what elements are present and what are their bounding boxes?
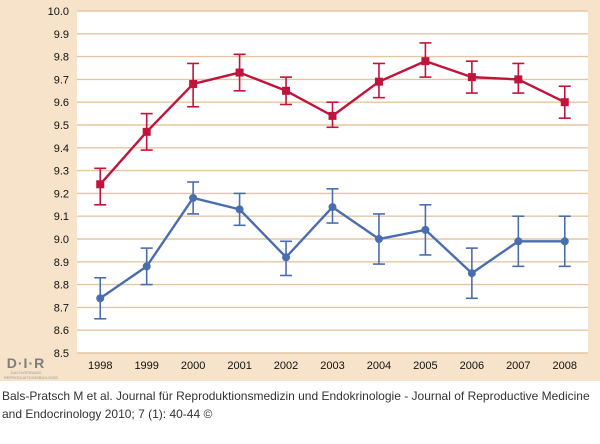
- series-1: [94, 42, 571, 206]
- data-point: [142, 262, 151, 271]
- data-point: [514, 237, 523, 246]
- data-point: [560, 98, 569, 107]
- dir-logo: D·I·R DACHVERBAND REPRODUKTIONSBIOLOGIE: [4, 355, 59, 380]
- data-point: [235, 68, 244, 77]
- plot-area: [77, 11, 588, 353]
- y-tick-label: 8.5: [54, 348, 69, 360]
- x-tick-label: 2000: [181, 360, 205, 372]
- x-tick-label: 1999: [134, 360, 158, 372]
- data-point: [514, 75, 523, 84]
- data-point: [235, 205, 244, 214]
- y-tick-label: 9.2: [54, 188, 69, 200]
- y-tick-label: 9.9: [54, 29, 69, 41]
- y-tick-label: 9.3: [54, 166, 69, 178]
- caption-line-2: and Endocrinology 2010; 7 (1): 40-44 ©: [2, 407, 213, 421]
- y-tick-label: 9.7: [54, 74, 69, 86]
- x-tick-label: 2004: [367, 360, 391, 372]
- data-point: [467, 269, 476, 278]
- y-tick-label: 9.5: [54, 120, 69, 132]
- caption-line-1: Bals-Pratsch M et al. Journal für Reprod…: [2, 389, 590, 403]
- x-tick-label: 2003: [320, 360, 344, 372]
- x-tick-label: 2006: [460, 360, 484, 372]
- series-2: [94, 181, 571, 320]
- x-tick-label: 2008: [553, 360, 577, 372]
- citation-caption: Bals-Pratsch M et al. Journal für Reprod…: [2, 387, 598, 423]
- data-point: [467, 73, 476, 82]
- y-tick-label: 8.6: [54, 325, 69, 337]
- data-point: [560, 237, 569, 246]
- x-tick-label: 2001: [227, 360, 251, 372]
- data-point: [96, 180, 105, 189]
- data-point: [142, 127, 151, 136]
- y-tick-label: 10.0: [48, 6, 69, 18]
- data-point: [374, 235, 383, 243]
- data-point: [282, 253, 291, 262]
- y-tick-label: 9.1: [54, 211, 69, 223]
- y-tick-label: 9.4: [54, 143, 69, 155]
- y-tick-label: 9.0: [54, 234, 69, 246]
- data-point: [328, 203, 337, 212]
- y-tick-label: 8.9: [54, 257, 69, 269]
- data-point: [328, 111, 337, 120]
- x-tick-label: 1998: [88, 360, 112, 372]
- y-tick-label: 9.6: [54, 97, 69, 109]
- x-tick-label: 2002: [274, 360, 298, 372]
- line-chart: 8.5 8.6 8.7 8.8 8.9 9.0 9.1 9.2 9.3 9.4 9.5 9.6 9.7 9…: [48, 6, 588, 372]
- data-point: [421, 57, 430, 66]
- y-tick-label: 8.7: [54, 302, 69, 314]
- logo-text: D·I·R: [6, 355, 46, 371]
- y-tick-label: 9.8: [54, 52, 69, 64]
- x-tick-label: 2007: [506, 360, 530, 372]
- data-point: [189, 193, 198, 202]
- data-point: [374, 77, 383, 86]
- data-point: [189, 79, 198, 88]
- data-point: [282, 86, 291, 95]
- x-tick-label: 2005: [413, 360, 437, 372]
- data-point: [96, 294, 105, 303]
- logo-subtext: DACHVERBAND REPRODUKTIONSBIOLOGIE: [4, 370, 59, 380]
- y-tick-label: 8.8: [54, 280, 69, 292]
- data-point: [421, 225, 430, 234]
